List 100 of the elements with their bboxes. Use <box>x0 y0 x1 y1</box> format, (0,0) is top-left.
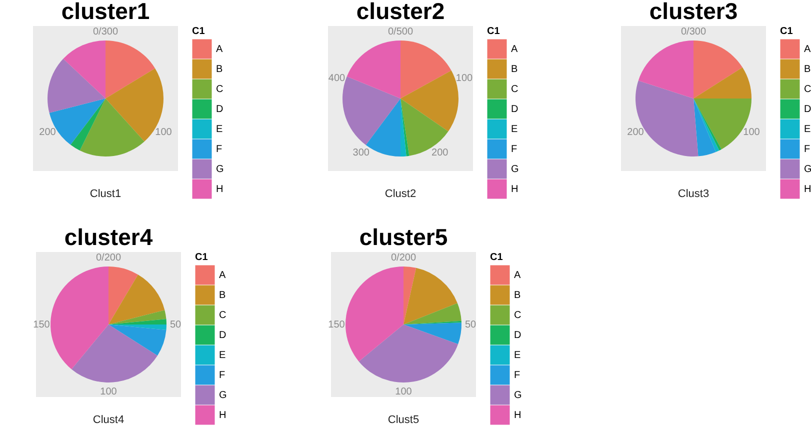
pie-slice <box>358 324 458 382</box>
legend-label: F <box>216 144 222 155</box>
pie-slice <box>404 322 462 344</box>
legend-label: B <box>514 290 521 301</box>
pie-slice <box>108 319 166 324</box>
legend-label: E <box>216 124 223 135</box>
pie-slice <box>72 324 158 382</box>
legend-label: C <box>804 84 811 95</box>
pie-slice <box>108 266 138 324</box>
pie-slice <box>106 40 156 98</box>
legend-label: A <box>511 44 518 55</box>
legend-label: C <box>216 84 224 95</box>
pie-slice <box>400 40 452 98</box>
pie-slice <box>108 324 166 330</box>
chart-title: cluster4 <box>64 224 153 250</box>
legend-label: A <box>216 44 223 55</box>
chart-title: cluster3 <box>649 0 738 24</box>
legend-label: D <box>511 104 518 115</box>
pie-slice <box>400 98 448 156</box>
legend-label: E <box>219 350 226 361</box>
legend-label: H <box>514 410 522 421</box>
legend-label: E <box>511 124 518 135</box>
legend-label: G <box>219 390 227 401</box>
text: 0/500 <box>388 26 414 38</box>
chart-title: cluster5 <box>359 224 448 250</box>
text: 100 <box>743 127 760 138</box>
pie-slice <box>694 98 716 156</box>
text: Clust2 <box>384 188 416 200</box>
text: 200 <box>39 127 56 138</box>
legend-label: A <box>219 270 226 281</box>
legend-label: H <box>804 184 811 195</box>
text: 100 <box>100 386 118 398</box>
pie-slice <box>404 268 458 324</box>
legend-title: C1 <box>490 252 504 263</box>
legend-label: B <box>511 64 518 75</box>
pie-slice <box>80 98 144 156</box>
legend-label: D <box>216 104 224 115</box>
text: Clust5 <box>388 414 420 426</box>
legend-label: D <box>804 104 811 115</box>
text: Clust4 <box>92 414 124 426</box>
pie-slice <box>108 310 166 324</box>
text: Clust1 <box>90 188 122 200</box>
pie-slice <box>400 98 406 156</box>
text: 200 <box>432 148 449 159</box>
text: 100 <box>395 386 412 398</box>
pie-slice <box>694 40 742 98</box>
pie-slice <box>70 98 106 151</box>
pie-slice <box>346 40 400 98</box>
pie-slice <box>400 98 410 156</box>
legend-title: C1 <box>780 26 794 37</box>
legend-label: H <box>219 410 226 421</box>
legend-label: F <box>514 370 520 381</box>
legend-label: B <box>804 64 811 75</box>
legend-label: G <box>514 390 522 401</box>
legend-label: C <box>219 310 226 321</box>
legend-label: C <box>511 84 518 95</box>
text: 100 <box>155 127 172 138</box>
legend-title: C1 <box>487 26 500 37</box>
legend-label: H <box>511 184 518 195</box>
pie-slice <box>108 274 165 324</box>
legend-label: F <box>219 370 226 381</box>
text: 100 <box>456 72 473 84</box>
legend-label: A <box>804 44 811 55</box>
text: 0/300 <box>92 26 118 38</box>
legend-title: C1 <box>192 26 206 37</box>
legend-label: B <box>219 290 226 301</box>
legend-label: G <box>511 164 519 175</box>
text: 400 <box>328 72 346 84</box>
legend-label: D <box>219 330 226 341</box>
legend-label: A <box>514 270 521 281</box>
chart-title: cluster2 <box>356 0 445 24</box>
text: 0/200 <box>390 252 416 264</box>
chart-title: cluster1 <box>61 0 150 24</box>
text: 150 <box>33 320 50 330</box>
text: 50 <box>464 320 476 330</box>
legend-label: H <box>216 184 224 195</box>
pie-slice <box>694 67 752 98</box>
pie-slice <box>63 40 106 98</box>
legend-label: B <box>216 64 223 75</box>
pie-slice <box>50 266 108 370</box>
pie-slice <box>346 266 404 362</box>
legend-label: D <box>514 330 522 341</box>
legend-label: F <box>511 144 518 155</box>
pie-slice <box>108 324 166 356</box>
pie-slice <box>400 70 458 132</box>
text: 300 <box>352 148 370 159</box>
pie-slice <box>404 303 462 324</box>
legend-label: E <box>514 350 521 361</box>
text: 200 <box>627 127 644 138</box>
text: Clust3 <box>678 188 710 200</box>
legend-label: C <box>514 310 522 321</box>
pie-slice <box>48 58 106 113</box>
text: 50 <box>170 320 182 330</box>
legend-label: E <box>804 124 811 135</box>
text: 150 <box>328 320 346 330</box>
legend-label: F <box>804 144 810 155</box>
pie-slice <box>404 266 416 324</box>
text: 0/300 <box>680 26 706 38</box>
text: 0/200 <box>96 252 122 264</box>
legend-title: C1 <box>195 252 208 263</box>
